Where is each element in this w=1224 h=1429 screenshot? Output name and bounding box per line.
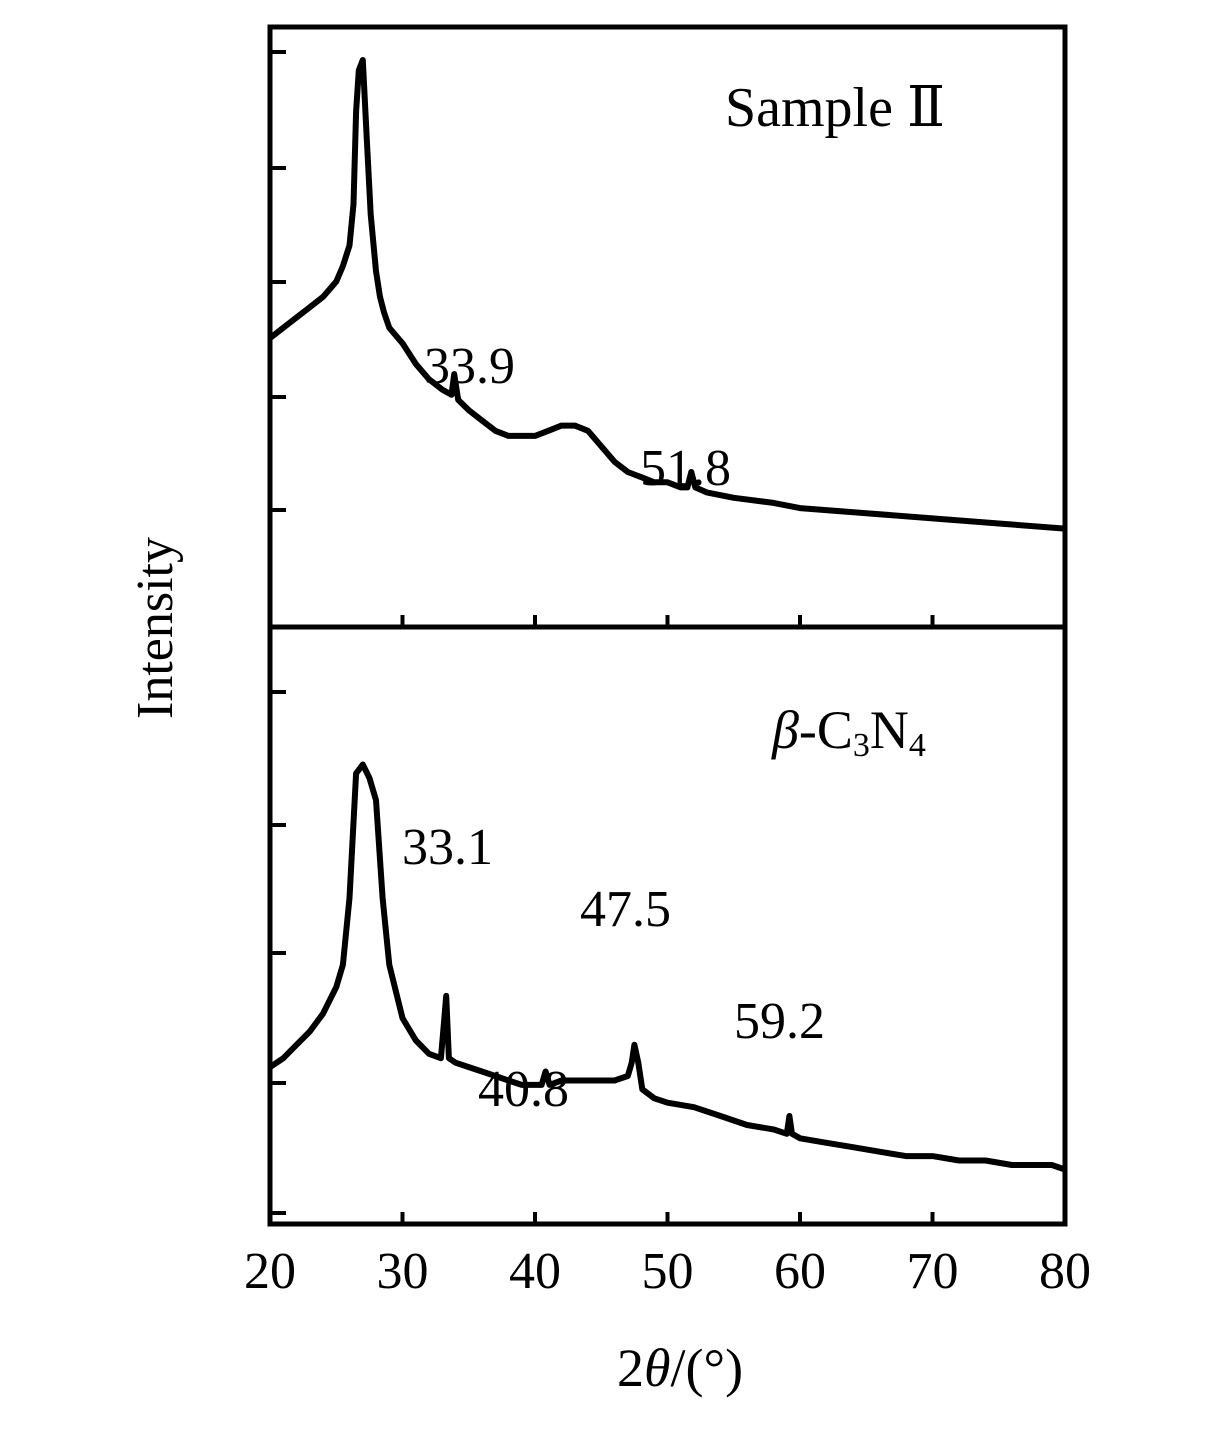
x-axis-label: 2θ/(°) (617, 1338, 743, 1398)
y-axis-label: Intensity (127, 537, 184, 719)
panel-label-symbol: β (771, 700, 799, 760)
peak-label-33.1: 33.1 (402, 819, 493, 876)
x-tick-label: 30 (377, 1243, 429, 1300)
x-tick-label: 20 (244, 1243, 296, 1300)
peak-label-33.9: 33.9 (424, 338, 515, 395)
x-axis-label-symbol: θ (644, 1338, 671, 1398)
panel-label-sub1: 3 (853, 727, 870, 764)
panel-label-sub2: 4 (909, 727, 926, 764)
panel-label-text: -C (799, 700, 853, 760)
x-tick-label: 70 (907, 1243, 959, 1300)
x-axis-label-prefix: 2 (617, 1338, 644, 1398)
panel-label-bottom: β-C3N4 (771, 700, 926, 764)
series-line-sample-ii (268, 57, 1066, 532)
x-tick-labels: 20 30 40 50 60 70 80 (244, 1243, 1091, 1300)
series-line-beta-c3n4 (268, 761, 1066, 1173)
x-axis-label-unit: /(°) (670, 1338, 743, 1398)
x-ticks (400, 615, 935, 1224)
panel-label-mid: N (870, 700, 909, 760)
x-tick-label: 80 (1039, 1243, 1091, 1300)
peak-label-47.5: 47.5 (580, 881, 671, 938)
peak-label-40.8: 40.8 (478, 1061, 569, 1118)
x-tick-label: 60 (774, 1243, 826, 1300)
peak-label-59.2: 59.2 (734, 993, 825, 1050)
x-tick-label: 40 (509, 1243, 561, 1300)
x-tick-label: 50 (642, 1243, 694, 1300)
peak-label-51.8: 51.8 (640, 440, 731, 497)
y-ticks (270, 50, 286, 1215)
panel-label-top: Sample Ⅱ (725, 77, 945, 139)
